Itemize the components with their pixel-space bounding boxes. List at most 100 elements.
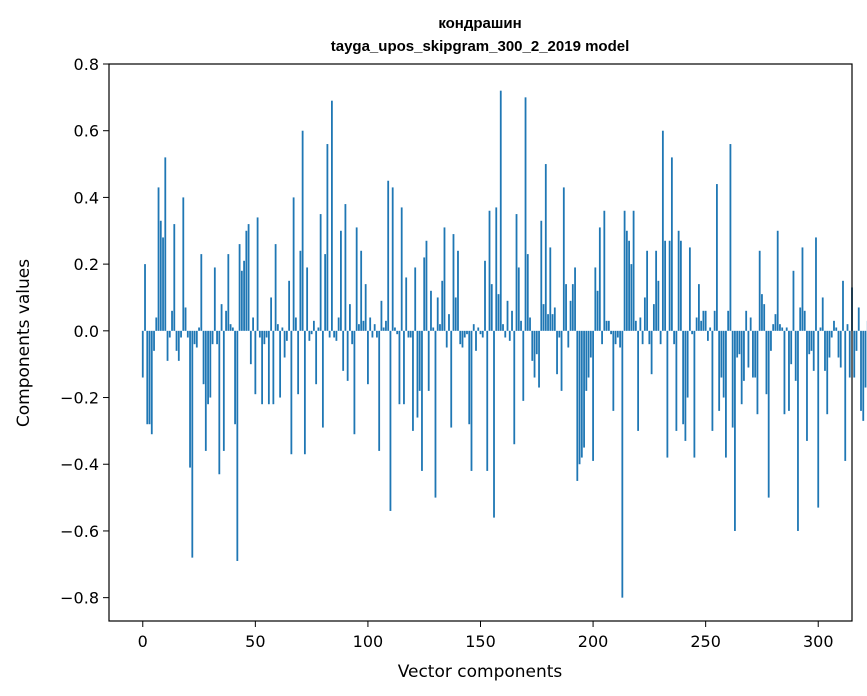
bar-93 [351,330,354,345]
bar-25 [198,327,200,331]
bar-119 [409,330,412,338]
bar-150 [479,330,482,335]
bar-20 [186,330,189,338]
bar-181 [549,247,552,331]
bar-231 [661,130,664,331]
bar-172 [529,317,531,331]
bar-318 [857,307,860,331]
bar-206 [605,320,608,331]
bar-71 [301,130,304,331]
bar-94 [353,330,356,435]
bar-314 [848,330,851,378]
bar-221 [639,317,642,331]
bar-24 [195,330,198,348]
bar-192 [574,267,576,331]
bar-100 [367,330,369,385]
bar-36 [222,330,225,451]
bar-135 [445,330,448,348]
bar-62 [281,327,284,331]
bar-77 [315,330,318,385]
bar-14 [173,224,176,331]
bar-219 [634,320,637,331]
bar-256 [718,330,721,411]
bar-214 [623,210,626,331]
bar-320 [862,330,865,421]
bar-183 [553,307,556,331]
y-axis-ticks: −0.8 −0.6 −0.4 −0.2 0.0 0.2 0.4 0.6 0.8 [60,55,109,608]
bar-4 [150,330,153,435]
bar-130 [434,330,437,498]
bar-237 [675,330,678,431]
bar-21 [189,330,191,468]
bar-60 [276,324,279,331]
bar-155 [490,284,493,331]
bar-83 [328,330,331,338]
bar-321 [864,330,867,388]
bar-103 [373,324,376,331]
bar-13 [171,310,173,331]
bar-244 [691,330,694,335]
bar-151 [481,330,484,338]
bar-273 [756,330,759,415]
bar-143 [463,330,466,338]
bar-280 [772,324,775,331]
bar-73 [306,267,309,331]
bar-149 [477,327,480,331]
x-tick-label: 100 [353,632,384,651]
bar-19 [184,307,187,331]
bar-17 [180,330,182,338]
bar-212 [619,330,621,348]
bar-193 [576,330,579,481]
bar-171 [526,254,529,331]
bar-34 [218,330,221,475]
bar-38 [227,254,230,331]
bar-236 [673,330,676,345]
bar-241 [684,330,687,441]
x-axis-label: Vector components [398,662,563,682]
bar-260 [727,310,730,331]
bar-210 [614,330,617,345]
bar-312 [844,330,847,461]
bar-53 [261,330,263,405]
bar-305 [828,330,831,358]
bar-7 [157,187,160,331]
bar-217 [630,264,633,331]
bar-44 [240,270,243,331]
x-tick-label: 200 [578,632,609,651]
bar-92 [349,304,351,331]
bar-51 [256,217,259,331]
bar-213 [621,330,624,598]
plot-frame [108,63,853,622]
bar-269 [747,330,750,368]
bar-187 [562,187,565,331]
bar-174 [533,330,536,378]
bar-52 [258,330,261,338]
bar-173 [531,330,534,361]
bar-258 [722,330,725,398]
bar-58 [272,330,275,405]
y-tick-label: −0.6 [60,522,99,541]
bar-95 [355,227,358,331]
bar-148 [475,330,477,351]
bar-170 [524,97,527,331]
bar-146 [470,330,473,471]
bar-225 [648,330,651,345]
bar-276 [763,304,766,331]
bar-186 [560,330,563,391]
bar-57 [270,297,273,331]
bar-293 [801,247,804,331]
bar-147 [472,324,475,331]
bar-40 [231,327,234,331]
bar-239 [679,240,682,331]
bar-288 [790,330,793,365]
bar-158 [497,294,500,331]
bar-300 [817,330,820,508]
bar-79 [319,214,322,331]
bar-242 [686,330,689,398]
bar-8 [159,220,162,331]
bar-69 [297,330,300,395]
bar-28 [204,330,207,451]
bar-267 [743,330,745,381]
bar-39 [229,324,232,331]
bar-226 [650,330,653,375]
